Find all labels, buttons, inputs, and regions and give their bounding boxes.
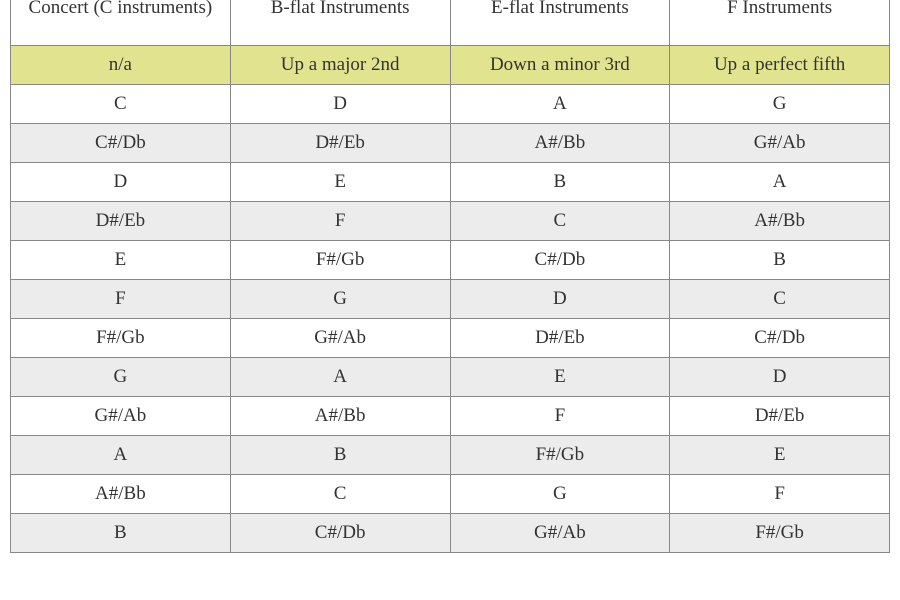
table-row: F#/GbG#/AbD#/EbC#/Db	[11, 319, 890, 358]
table-cell: E	[670, 436, 890, 475]
table-cell: G#/Ab	[11, 397, 231, 436]
rule-bflat: Up a major 2nd	[230, 46, 450, 85]
table-cell: F#/Gb	[11, 319, 231, 358]
table-cell: A#/Bb	[11, 475, 231, 514]
table-cell: C#/Db	[11, 124, 231, 163]
table-cell: C	[450, 202, 670, 241]
table-cell: F	[670, 475, 890, 514]
table-cell: G#/Ab	[230, 319, 450, 358]
table-cell: F	[230, 202, 450, 241]
table-cell: A	[11, 436, 231, 475]
table-cell: C#/Db	[450, 241, 670, 280]
table-cell: G#/Ab	[670, 124, 890, 163]
table-cell: E	[450, 358, 670, 397]
table-cell: D	[11, 163, 231, 202]
table-row: GAED	[11, 358, 890, 397]
table-cell: F#/Gb	[670, 514, 890, 553]
table-row: G#/AbA#/BbFD#/Eb	[11, 397, 890, 436]
table-cell: C	[230, 475, 450, 514]
table-cell: D#/Eb	[11, 202, 231, 241]
table-cell: D#/Eb	[670, 397, 890, 436]
table-header-row: Concert (C instruments) B-flat Instrumen…	[11, 0, 890, 46]
col-header-f: F Instruments	[670, 0, 890, 46]
table-cell: D	[230, 85, 450, 124]
table-cell: A	[450, 85, 670, 124]
rule-concert: n/a	[11, 46, 231, 85]
table-row: FGDC	[11, 280, 890, 319]
table-cell: F	[450, 397, 670, 436]
table-cell: G	[670, 85, 890, 124]
table-cell: G	[11, 358, 231, 397]
table-cell: D	[450, 280, 670, 319]
table-cell: C#/Db	[230, 514, 450, 553]
col-header-concert: Concert (C instruments)	[11, 0, 231, 46]
table-row: ABF#/GbE	[11, 436, 890, 475]
table-row: BC#/DbG#/AbF#/Gb	[11, 514, 890, 553]
col-header-bflat: B-flat Instruments	[230, 0, 450, 46]
table-cell: A#/Bb	[230, 397, 450, 436]
table-cell: B	[670, 241, 890, 280]
col-header-eflat: E-flat Instruments	[450, 0, 670, 46]
table-row: A#/BbCGF	[11, 475, 890, 514]
table-cell: F	[11, 280, 231, 319]
table-cell: D#/Eb	[230, 124, 450, 163]
table-row: D#/EbFCA#/Bb	[11, 202, 890, 241]
table-cell: F#/Gb	[230, 241, 450, 280]
table-cell: D	[670, 358, 890, 397]
table-cell: B	[11, 514, 231, 553]
table-row: DEBA	[11, 163, 890, 202]
rule-row: n/a Up a major 2nd Down a minor 3rd Up a…	[11, 46, 890, 85]
table-row: C#/DbD#/EbA#/BbG#/Ab	[11, 124, 890, 163]
table-cell: G	[450, 475, 670, 514]
table-cell: G	[230, 280, 450, 319]
table-cell: B	[450, 163, 670, 202]
table-cell: F#/Gb	[450, 436, 670, 475]
table-cell: E	[230, 163, 450, 202]
table-row: CDAG	[11, 85, 890, 124]
table-cell: A	[670, 163, 890, 202]
table-cell: E	[11, 241, 231, 280]
rule-eflat: Down a minor 3rd	[450, 46, 670, 85]
table-cell: B	[230, 436, 450, 475]
table-cell: G#/Ab	[450, 514, 670, 553]
table-cell: A#/Bb	[450, 124, 670, 163]
table-cell: A#/Bb	[670, 202, 890, 241]
table-row: EF#/GbC#/DbB	[11, 241, 890, 280]
table-cell: C	[11, 85, 231, 124]
table-cell: A	[230, 358, 450, 397]
table-cell: C	[670, 280, 890, 319]
rule-f: Up a perfect fifth	[670, 46, 890, 85]
transposition-table: Concert (C instruments) B-flat Instrumen…	[10, 0, 890, 553]
table-cell: D#/Eb	[450, 319, 670, 358]
table-cell: C#/Db	[670, 319, 890, 358]
